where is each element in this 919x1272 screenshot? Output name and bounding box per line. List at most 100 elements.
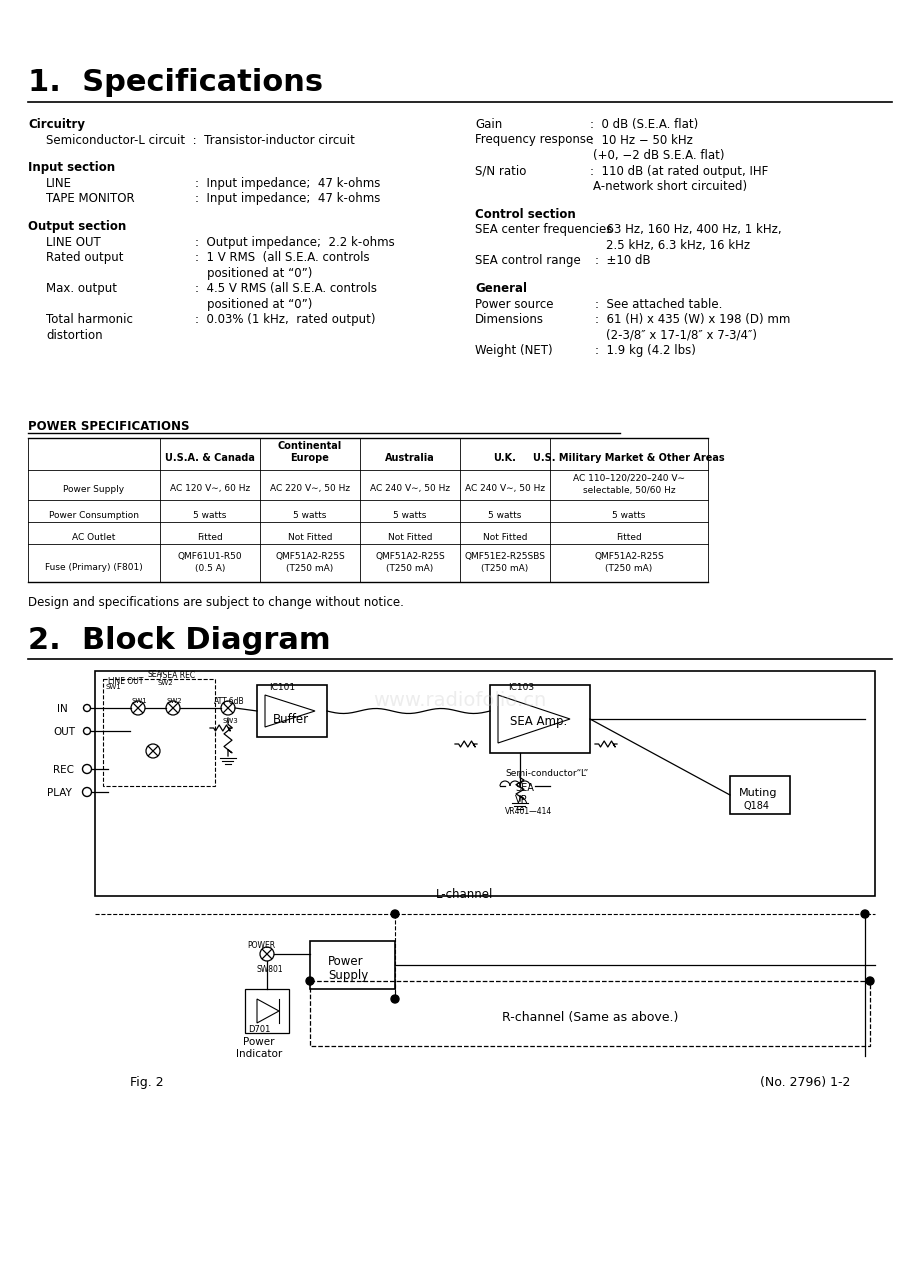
Text: 2.5 kHz, 6.3 kHz, 16 kHz: 2.5 kHz, 6.3 kHz, 16 kHz bbox=[606, 239, 749, 252]
Text: (0.5 A): (0.5 A) bbox=[195, 565, 225, 574]
Text: selectable, 50/60 Hz: selectable, 50/60 Hz bbox=[582, 486, 675, 496]
Circle shape bbox=[306, 977, 313, 985]
Text: distortion: distortion bbox=[46, 328, 103, 342]
Text: :  10 Hz − 50 kHz: : 10 Hz − 50 kHz bbox=[589, 134, 692, 146]
Text: POWER: POWER bbox=[246, 941, 275, 950]
Text: AC 220 V∼, 50 Hz: AC 220 V∼, 50 Hz bbox=[269, 485, 350, 494]
Text: LINE OUT: LINE OUT bbox=[108, 677, 143, 686]
Text: ATT-6dB: ATT-6dB bbox=[214, 697, 244, 706]
Circle shape bbox=[391, 995, 399, 1004]
Text: Weight (NET): Weight (NET) bbox=[474, 345, 552, 357]
Text: IC103: IC103 bbox=[507, 683, 534, 692]
Text: (T250 mA): (T250 mA) bbox=[605, 565, 652, 574]
Text: 1.  Specifications: 1. Specifications bbox=[28, 67, 323, 97]
Text: Muting: Muting bbox=[738, 787, 777, 798]
Text: SW801: SW801 bbox=[256, 965, 283, 974]
Text: IC101: IC101 bbox=[268, 683, 295, 692]
Text: AC 110–120/220–240 V∼: AC 110–120/220–240 V∼ bbox=[573, 473, 685, 482]
Text: Power Consumption: Power Consumption bbox=[49, 510, 139, 519]
Text: Power: Power bbox=[328, 955, 363, 968]
Text: Semiconductor-L circuit  :  Transistor-inductor circuit: Semiconductor-L circuit : Transistor-ind… bbox=[46, 134, 355, 146]
Text: :  4.5 V RMS (all S.E.A. controls: : 4.5 V RMS (all S.E.A. controls bbox=[195, 282, 377, 295]
Text: Indicator: Indicator bbox=[235, 1049, 282, 1060]
Text: :  See attached table.: : See attached table. bbox=[595, 298, 721, 310]
Text: :  Input impedance;  47 k-ohms: : Input impedance; 47 k-ohms bbox=[195, 177, 380, 190]
Text: AC 240 V∼, 50 Hz: AC 240 V∼, 50 Hz bbox=[369, 485, 449, 494]
Text: Not Fitted: Not Fitted bbox=[482, 533, 527, 542]
Text: Dimensions: Dimensions bbox=[474, 313, 543, 327]
Text: Input section: Input section bbox=[28, 162, 115, 174]
Text: TAPE MONITOR: TAPE MONITOR bbox=[46, 192, 134, 205]
Text: S/N ratio: S/N ratio bbox=[474, 164, 526, 178]
Text: Buffer: Buffer bbox=[273, 714, 309, 726]
Text: (No. 2796) 1-2: (No. 2796) 1-2 bbox=[759, 1076, 849, 1089]
Text: AC Outlet: AC Outlet bbox=[73, 533, 116, 542]
Text: Not Fitted: Not Fitted bbox=[387, 533, 432, 542]
Text: QMF51A2-R25S: QMF51A2-R25S bbox=[375, 552, 445, 561]
Text: 5 watts: 5 watts bbox=[193, 510, 226, 519]
Text: 2.  Block Diagram: 2. Block Diagram bbox=[28, 626, 330, 655]
Text: AC 120 V∼, 60 Hz: AC 120 V∼, 60 Hz bbox=[170, 485, 250, 494]
Text: (2-3/8″ x 17-1/8″ x 7-3/4″): (2-3/8″ x 17-1/8″ x 7-3/4″) bbox=[606, 328, 756, 342]
Text: :  ±10 dB: : ±10 dB bbox=[595, 254, 650, 267]
Text: Fitted: Fitted bbox=[616, 533, 641, 542]
Text: SEA center frequencies: SEA center frequencies bbox=[474, 224, 612, 237]
Text: Rated output: Rated output bbox=[46, 252, 123, 265]
Circle shape bbox=[860, 909, 868, 918]
Text: (T250 mA): (T250 mA) bbox=[286, 565, 334, 574]
Text: SW1: SW1 bbox=[131, 698, 148, 703]
Text: QMF51A2-R25S: QMF51A2-R25S bbox=[594, 552, 664, 561]
Text: SEA control range: SEA control range bbox=[474, 254, 580, 267]
Text: Semi-conductor“L”: Semi-conductor“L” bbox=[505, 770, 587, 778]
Text: IN: IN bbox=[57, 703, 68, 714]
Text: :  61 (H) x 435 (W) x 198 (D) mm: : 61 (H) x 435 (W) x 198 (D) mm bbox=[595, 313, 789, 327]
Text: :  0.03% (1 kHz,  rated output): : 0.03% (1 kHz, rated output) bbox=[195, 313, 375, 327]
Text: :  1 V RMS  (all S.E.A. controls: : 1 V RMS (all S.E.A. controls bbox=[195, 252, 369, 265]
Text: Power source: Power source bbox=[474, 298, 553, 310]
Text: Continental: Continental bbox=[278, 441, 342, 452]
Text: www.radiofolio.cn: www.radiofolio.cn bbox=[373, 691, 546, 710]
Text: Fitted: Fitted bbox=[197, 533, 222, 542]
Text: SW2: SW2 bbox=[167, 698, 183, 703]
Text: positioned at “0”): positioned at “0”) bbox=[207, 298, 312, 310]
Text: SEA Amp.: SEA Amp. bbox=[509, 715, 567, 728]
Text: (+0, −2 dB S.E.A. flat): (+0, −2 dB S.E.A. flat) bbox=[593, 149, 724, 162]
Text: QMF51E2-R25SBS: QMF51E2-R25SBS bbox=[464, 552, 545, 561]
Circle shape bbox=[865, 977, 873, 985]
Text: 5 watts: 5 watts bbox=[293, 510, 326, 519]
Text: OUT: OUT bbox=[53, 728, 75, 736]
Text: Total harmonic: Total harmonic bbox=[46, 313, 132, 327]
Text: SEA: SEA bbox=[515, 784, 533, 792]
Text: 5 watts: 5 watts bbox=[393, 510, 426, 519]
Text: Q184: Q184 bbox=[743, 801, 769, 812]
Text: :  110 dB (at rated output, IHF: : 110 dB (at rated output, IHF bbox=[589, 164, 767, 178]
Text: Fig. 2: Fig. 2 bbox=[130, 1076, 164, 1089]
Text: /SEA REC: /SEA REC bbox=[160, 670, 195, 679]
Text: :  Output impedance;  2.2 k-ohms: : Output impedance; 2.2 k-ohms bbox=[195, 235, 394, 249]
Text: Max. output: Max. output bbox=[46, 282, 117, 295]
Text: General: General bbox=[474, 282, 527, 295]
Text: POWER SPECIFICATIONS: POWER SPECIFICATIONS bbox=[28, 420, 189, 432]
Text: Supply: Supply bbox=[328, 969, 368, 982]
Text: 5 watts: 5 watts bbox=[612, 510, 645, 519]
Text: :  0 dB (S.E.A. flat): : 0 dB (S.E.A. flat) bbox=[589, 118, 698, 131]
Text: SEA: SEA bbox=[148, 670, 163, 679]
Text: Circuitry: Circuitry bbox=[28, 118, 85, 131]
Text: Fuse (Primary) (F801): Fuse (Primary) (F801) bbox=[45, 562, 142, 571]
Text: QMF51A2-R25S: QMF51A2-R25S bbox=[275, 552, 345, 561]
Text: U.S. Military Market & Other Areas: U.S. Military Market & Other Areas bbox=[533, 453, 724, 463]
Text: SW2: SW2 bbox=[158, 681, 174, 686]
Text: positioned at “0”): positioned at “0”) bbox=[207, 267, 312, 280]
Text: A-network short circuited): A-network short circuited) bbox=[593, 181, 746, 193]
Text: Frequency response: Frequency response bbox=[474, 134, 593, 146]
Text: Not Fitted: Not Fitted bbox=[288, 533, 332, 542]
Text: (T250 mA): (T250 mA) bbox=[481, 565, 528, 574]
Text: L-channel: L-channel bbox=[436, 888, 494, 901]
Text: PLAY: PLAY bbox=[47, 787, 72, 798]
Text: VR401—414: VR401—414 bbox=[505, 806, 551, 817]
Text: Control section: Control section bbox=[474, 207, 575, 221]
Text: Design and specifications are subject to change without notice.: Design and specifications are subject to… bbox=[28, 597, 403, 609]
Text: :  1.9 kg (4.2 lbs): : 1.9 kg (4.2 lbs) bbox=[595, 345, 695, 357]
Text: Australia: Australia bbox=[385, 453, 435, 463]
Text: QMF61U1-R50: QMF61U1-R50 bbox=[177, 552, 242, 561]
